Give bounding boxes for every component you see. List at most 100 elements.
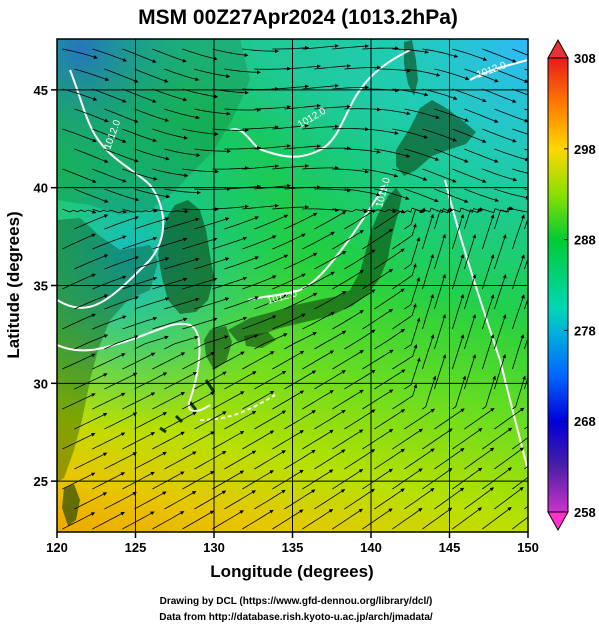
streamline [194, 297, 230, 310]
streamline [152, 208, 189, 214]
streamline [224, 256, 259, 270]
streamline [92, 48, 127, 62]
streamline [254, 370, 287, 390]
streamline [482, 375, 497, 410]
streamline [332, 350, 364, 370]
streamline [512, 254, 525, 290]
streamline [404, 448, 435, 470]
streamline [194, 217, 230, 230]
streamline [344, 329, 376, 350]
streamline [254, 410, 287, 430]
streamline [74, 148, 109, 163]
streamline [302, 311, 335, 330]
land-shikoku [244, 332, 276, 348]
streamline [284, 64, 321, 70]
streamline [212, 316, 248, 330]
streamline [374, 248, 405, 270]
streamline [494, 206, 515, 230]
x-tick-label: 150 [517, 540, 539, 555]
streamline [164, 217, 200, 230]
streamline [164, 335, 199, 350]
streamline [164, 372, 197, 390]
y-tick-label: 45 [34, 83, 48, 98]
streamline [302, 208, 339, 213]
streamline [434, 273, 446, 310]
streamline [422, 168, 457, 183]
streamline [224, 450, 257, 470]
streamline [284, 332, 317, 350]
streamline [272, 205, 309, 210]
colorbar-tick-label: 308 [574, 51, 596, 66]
streamline [362, 389, 394, 410]
streamline [212, 510, 244, 530]
streamline [62, 273, 96, 290]
streamline [464, 207, 484, 230]
x-tick-label: 125 [125, 540, 147, 555]
streamline [392, 383, 418, 410]
streamline [152, 237, 188, 250]
streamline [374, 409, 406, 430]
streamline [374, 328, 406, 350]
streamline [464, 234, 477, 270]
streamline [164, 108, 200, 120]
streamline [122, 128, 157, 143]
streamline [404, 357, 421, 390]
streamline [164, 411, 197, 430]
streamline [302, 509, 334, 530]
x-tick-label: 140 [360, 540, 382, 555]
streamline [122, 352, 156, 370]
streamline [224, 371, 257, 390]
streamline [134, 148, 170, 161]
streamline [224, 490, 256, 510]
colorbar-tick-label: 288 [574, 233, 596, 248]
streamline [104, 255, 139, 270]
streamline [314, 409, 346, 430]
streamline [284, 212, 318, 230]
streamline [62, 393, 96, 410]
streamline [242, 509, 274, 530]
streamline [242, 125, 279, 130]
streamline [422, 468, 453, 490]
y-axis-ticks: 25 30 35 40 45 [34, 83, 57, 489]
streamline [404, 237, 421, 270]
streamline [74, 492, 108, 510]
streamline [122, 276, 158, 290]
streamline [254, 489, 286, 510]
streamline [392, 128, 428, 139]
streamline [182, 317, 218, 330]
streamline [104, 148, 139, 163]
streamline [254, 333, 288, 350]
streamline [164, 491, 197, 510]
streamline [494, 274, 507, 310]
streamline [134, 297, 170, 310]
streamline [422, 48, 459, 58]
streamline [452, 207, 482, 213]
streamline [452, 507, 482, 530]
streamline [254, 450, 286, 470]
streamline [494, 447, 525, 470]
streamline [272, 509, 304, 530]
streamline [272, 390, 305, 410]
streamline [512, 88, 528, 96]
streamline [332, 44, 369, 50]
streamline [374, 108, 411, 116]
colorbar-tick-label: 278 [574, 323, 596, 338]
streamline [182, 88, 219, 99]
streamline [62, 353, 96, 370]
streamline [212, 236, 248, 250]
streamline [242, 390, 275, 410]
streamline [422, 253, 434, 290]
streamline [464, 487, 495, 510]
streamline [122, 236, 158, 250]
streamline [224, 334, 259, 350]
streamline [152, 392, 185, 410]
map-title: MSM 00Z27Apr2024 (1013.2hPa) [138, 6, 458, 29]
streamline [362, 208, 397, 213]
streamline [344, 449, 376, 470]
streamline [524, 336, 528, 350]
streamline [332, 508, 363, 530]
streamline [134, 372, 168, 390]
streamline [422, 213, 434, 250]
x-axis-label: Longitude (degrees) [210, 562, 373, 581]
streamline [452, 128, 487, 143]
